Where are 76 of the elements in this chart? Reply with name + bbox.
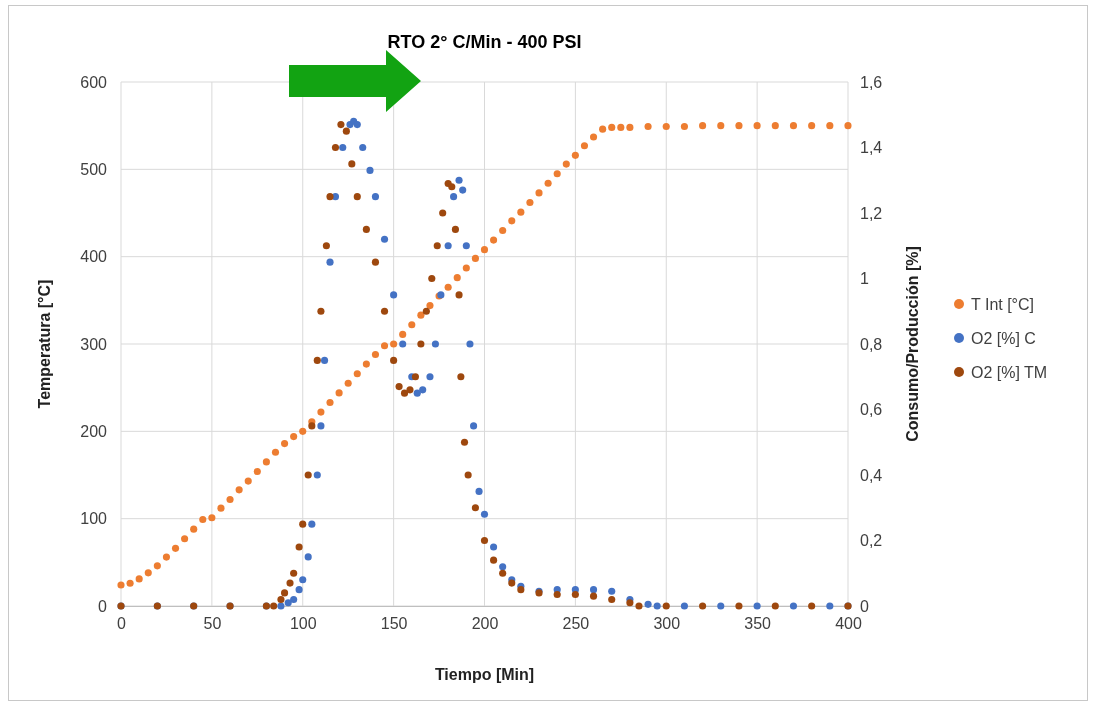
y2-tick-label: 0,8: [860, 335, 883, 353]
x-tick-label: 300: [653, 615, 681, 633]
point: [459, 186, 467, 194]
point: [470, 422, 478, 430]
point: [371, 193, 380, 201]
y2-tick-label: 1: [860, 270, 869, 288]
y2-tick-label: 1,6: [860, 73, 883, 91]
x-axis-title: Tiempo [Min]: [434, 666, 535, 683]
y-tick-label: 500: [80, 160, 108, 178]
point: [304, 553, 312, 561]
point: [419, 386, 427, 394]
x-tick-label: 200: [471, 615, 499, 633]
point: [284, 599, 292, 607]
point: [717, 602, 725, 610]
y-tick-label: 400: [80, 248, 108, 266]
x-tick-label: 100: [289, 615, 317, 633]
point: [499, 563, 507, 571]
y-tick-label: 200: [80, 422, 108, 440]
y-tick-label: 100: [80, 510, 108, 528]
y-tick-label: 300: [80, 335, 108, 353]
x-tick-label: 400: [835, 615, 862, 633]
y-tick-label: 600: [80, 73, 108, 91]
y2-tick-label: 1,4: [860, 139, 883, 157]
point: [589, 586, 598, 594]
point: [444, 242, 452, 250]
point: [490, 543, 498, 551]
y2-tick-label: 0,6: [860, 401, 883, 419]
y2-tick-label: 0: [860, 597, 869, 615]
x-tick-label: 0: [117, 615, 127, 633]
y2-tick-label: 1,2: [860, 204, 883, 222]
point: [317, 422, 325, 430]
point: [426, 373, 434, 381]
point: [308, 520, 316, 528]
point: [353, 121, 361, 129]
point: [653, 602, 661, 610]
x-tick-label: 250: [562, 615, 590, 633]
point: [313, 471, 321, 479]
point: [295, 586, 303, 594]
point: [431, 340, 439, 348]
point: [290, 595, 298, 604]
point: [399, 340, 407, 348]
point: [475, 487, 483, 495]
point: [299, 576, 307, 584]
point: [680, 602, 688, 610]
legend-label: O2 [%] TM: [971, 364, 1048, 381]
point: [413, 389, 421, 397]
point: [326, 258, 334, 266]
point: [339, 143, 347, 152]
point: [450, 193, 458, 201]
x-tick-label: 50: [203, 615, 222, 633]
point: [320, 356, 329, 364]
point: [753, 602, 761, 610]
x-tick-label: 350: [744, 615, 772, 633]
point: [462, 242, 470, 250]
point: [455, 176, 463, 184]
legend-label: O2 [%] C: [971, 330, 1036, 347]
point: [608, 587, 616, 595]
point: [380, 235, 389, 243]
y2-tick-label: 0,2: [860, 532, 883, 550]
point: [366, 166, 374, 174]
chart-title: RTO 2° C/Min - 400 PSI: [387, 32, 582, 52]
y2-tick-label: 0,4: [860, 466, 883, 484]
y2-axis-title: Consumo/Producción [%]: [904, 246, 921, 442]
x-tick-label: 150: [380, 615, 408, 633]
point: [331, 193, 340, 201]
y-axis-title: Temperatura [°C]: [36, 279, 53, 409]
point: [359, 143, 367, 152]
point: [826, 602, 834, 610]
legend-label: T Int [°C]: [971, 296, 1035, 313]
point: [789, 602, 798, 610]
point: [390, 291, 398, 299]
point: [466, 340, 474, 348]
point: [277, 602, 285, 610]
point: [480, 510, 489, 518]
point: [644, 600, 652, 608]
y-tick-label: 0: [98, 597, 108, 615]
